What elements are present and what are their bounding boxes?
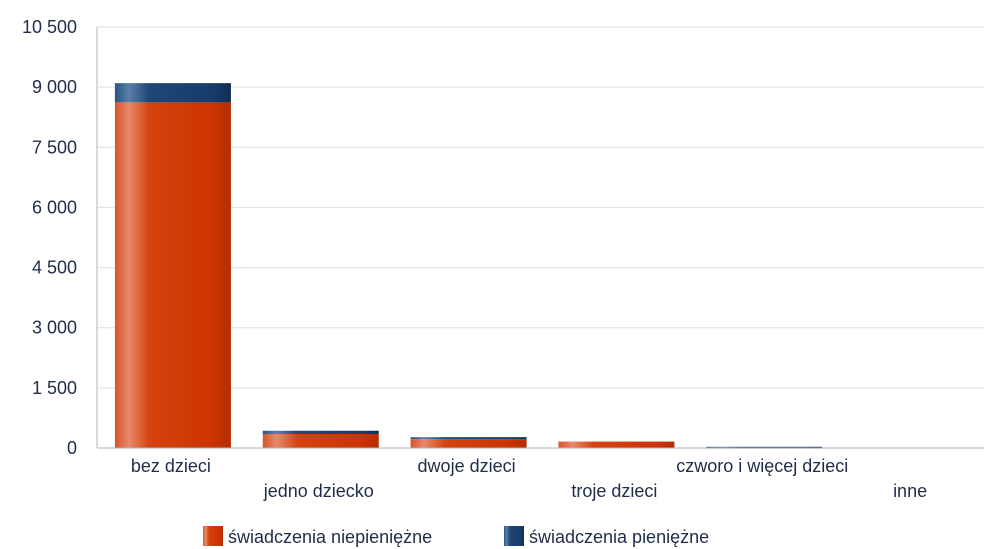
x-category-label: troje dzieci [571,481,657,501]
legend: świadczenia niepieniężne świadczenia pien… [203,526,709,547]
bar-segment [706,446,823,448]
y-axis: 0 1 500 3 000 4 500 6 000 7 500 9 000 10 500 [22,17,98,458]
bars [114,83,823,449]
x-category-label: dwoje dzieci [418,456,516,476]
x-axis: bez dzieci jedno dziecko dwoje dzieci troje… [97,447,984,501]
gridlines [97,26,984,389]
y-tick-label: 6 000 [32,197,77,217]
legend-label: świadczenia pieniężne [529,527,709,547]
bar-segment [410,437,527,440]
y-tick-label: 9 000 [32,77,77,97]
bar-segment [410,439,527,448]
bar-segment [114,102,231,448]
y-tick-label: 3 000 [32,318,77,338]
y-tick-label: 4 500 [32,258,77,278]
y-tick-label: 10 500 [22,17,77,37]
y-tick-label: 0 [67,438,77,458]
bar-segment [558,441,675,448]
bar-segment [262,433,379,448]
x-category-label: bez dzieci [131,456,211,476]
y-tick-label: 1 500 [32,378,77,398]
y-tick-label: 7 500 [32,137,77,157]
legend-label: świadczenia niepieniężne [228,527,432,547]
bar-segment [262,430,379,434]
x-category-label: jedno dziecko [263,481,374,501]
legend-swatch [203,526,223,546]
x-category-label: inne [893,481,927,501]
bar-segment [114,83,231,103]
legend-swatch [504,526,524,546]
x-category-label: czworo i więcej dzieci [676,456,848,476]
